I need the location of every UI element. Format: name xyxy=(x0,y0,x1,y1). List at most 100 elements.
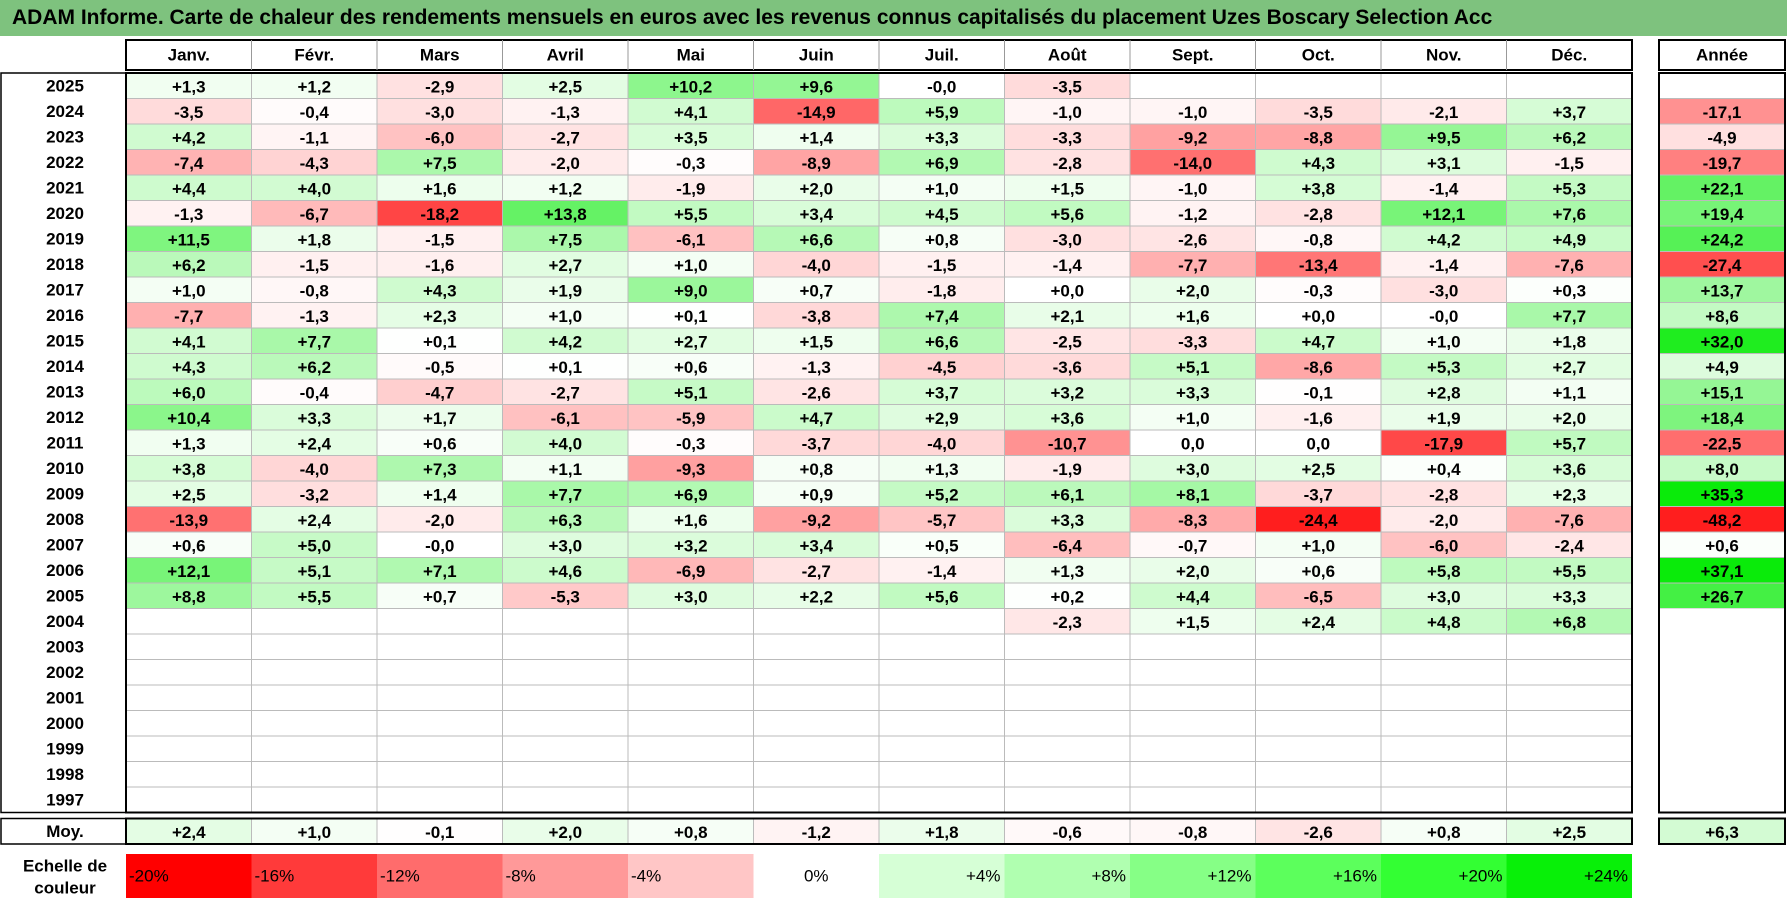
average-cell xyxy=(1004,818,1131,845)
heatmap-cell-value: +0,4 xyxy=(1427,460,1461,479)
heatmap-cell-value: -7,4 xyxy=(174,154,204,173)
heatmap-cell xyxy=(125,761,252,788)
heatmap-cell xyxy=(753,378,880,405)
heatmap-cell-value: -1,6 xyxy=(425,256,454,275)
heatmap-cell-value: +0,6 xyxy=(172,536,206,555)
heatmap-cell xyxy=(1129,582,1256,609)
heatmap-cell-value: +3,8 xyxy=(1301,179,1335,198)
average-cell xyxy=(376,818,503,845)
heatmap-cell xyxy=(627,327,754,354)
heatmap-cell xyxy=(376,735,503,762)
heatmap-cell-value: -18,2 xyxy=(420,205,459,224)
heatmap-cell xyxy=(125,429,252,456)
heatmap-cell-value: -3,7 xyxy=(802,434,831,453)
heatmap-cell xyxy=(1380,480,1507,507)
heatmap-cell xyxy=(878,761,1005,788)
heatmap-cell-value: +1,0 xyxy=(548,307,582,326)
heatmap-cell-value: -6,1 xyxy=(676,230,705,249)
annual-cell-value: +0,6 xyxy=(1705,536,1739,555)
heatmap-cell-value: +2,0 xyxy=(1552,409,1586,428)
annual-cell xyxy=(1659,787,1785,813)
annual-header-label: Année xyxy=(1696,46,1748,65)
heatmap-cell xyxy=(502,251,629,278)
year-label: 2024 xyxy=(46,102,84,121)
heatmap-cell-value: -1,9 xyxy=(676,179,705,198)
heatmap-cell-value: +2,4 xyxy=(1301,613,1335,632)
heatmap-cell-value: +0,8 xyxy=(799,460,833,479)
heatmap-cell-value: +5,0 xyxy=(297,536,331,555)
heatmap-cell xyxy=(627,684,754,711)
heatmap-cell-value: -2,0 xyxy=(551,154,580,173)
heatmap-cell xyxy=(502,608,629,635)
heatmap-cell-value: +8,1 xyxy=(1176,485,1210,504)
scale-swatch xyxy=(377,854,503,898)
heatmap-cell-value: -2,1 xyxy=(1429,103,1458,122)
annual-cell xyxy=(1659,710,1785,736)
heatmap-cell-value: +9,6 xyxy=(799,77,833,96)
heatmap-cell xyxy=(878,582,1005,609)
heatmap-cell xyxy=(1380,455,1507,482)
heatmap-cell xyxy=(376,378,503,405)
heatmap-cell xyxy=(627,710,754,737)
heatmap-cell-value: -0,3 xyxy=(676,154,705,173)
heatmap-cell xyxy=(1255,735,1382,762)
heatmap-cell-value: -13,9 xyxy=(169,511,208,530)
heatmap-cell-value: -3,2 xyxy=(300,485,329,504)
heatmap-cell xyxy=(1004,378,1131,405)
heatmap-cell-value: +2,8 xyxy=(1427,383,1461,402)
heatmap-cell xyxy=(1255,302,1382,329)
heatmap-cell-value: +3,0 xyxy=(1176,460,1210,479)
heatmap-cell xyxy=(753,353,880,380)
scale-stop-label: -16% xyxy=(255,867,295,886)
heatmap-cell-value: +6,6 xyxy=(799,230,833,249)
heatmap-cell xyxy=(251,684,378,711)
heatmap-cell xyxy=(251,531,378,558)
heatmap-cell xyxy=(1129,225,1256,252)
heatmap-cell-value: -0,8 xyxy=(300,281,329,300)
heatmap-cell xyxy=(627,455,754,482)
heatmap-cell xyxy=(1380,429,1507,456)
heatmap-cell xyxy=(1506,429,1633,456)
month-header-label: Oct. xyxy=(1302,46,1335,65)
average-cell-value: -0,6 xyxy=(1053,823,1082,842)
heatmap-cell-value: +4,4 xyxy=(172,179,206,198)
year-label: 2013 xyxy=(46,382,84,401)
heatmap-cell-value: +8,8 xyxy=(172,587,206,606)
heatmap-cell xyxy=(1129,735,1256,762)
year-label: 2006 xyxy=(46,561,84,580)
heatmap-cell xyxy=(627,404,754,431)
chart-title: ADAM Informe. Carte de chaleur des rende… xyxy=(0,0,1787,36)
heatmap-cell-value: +4,3 xyxy=(1301,154,1335,173)
heatmap-cell xyxy=(376,480,503,507)
heatmap-cell-value: +10,2 xyxy=(669,77,712,96)
heatmap-cell-value: +3,3 xyxy=(297,409,331,428)
heatmap-cell-value: +5,3 xyxy=(1552,179,1586,198)
heatmap-cell xyxy=(125,786,252,813)
heatmap-cell-value: -5,9 xyxy=(676,409,705,428)
heatmap-cell xyxy=(1380,98,1507,125)
heatmap-cell xyxy=(878,302,1005,329)
scale-stop-label: +20% xyxy=(1459,867,1503,886)
heatmap-cell xyxy=(753,302,880,329)
heatmap-cell xyxy=(251,735,378,762)
heatmap-cell xyxy=(1255,251,1382,278)
average-cell-value: -2,6 xyxy=(1304,823,1333,842)
heatmap-cell xyxy=(627,225,754,252)
heatmap-cell xyxy=(627,480,754,507)
heatmap-cell-value: +2,0 xyxy=(1176,281,1210,300)
heatmap-cell-value: +3,3 xyxy=(925,128,959,147)
heatmap-cell xyxy=(627,608,754,635)
heatmap-cell xyxy=(753,251,880,278)
heatmap-cell xyxy=(1380,174,1507,201)
annual-cell-value: -22,5 xyxy=(1703,434,1742,453)
year-label: 2021 xyxy=(46,178,84,197)
average-cell xyxy=(878,818,1005,845)
heatmap-cell-value: -10,7 xyxy=(1048,434,1087,453)
heatmap-cell xyxy=(1004,786,1131,813)
heatmap-cell xyxy=(627,557,754,584)
annual-cell-value: +35,3 xyxy=(1700,485,1743,504)
heatmap-cell xyxy=(1255,608,1382,635)
heatmap-cell-value: -1,3 xyxy=(174,205,203,224)
heatmap-cell xyxy=(1380,633,1507,660)
heatmap-cell xyxy=(502,506,629,533)
